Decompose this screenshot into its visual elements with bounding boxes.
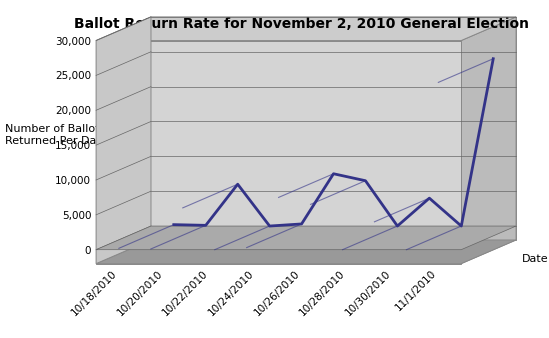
Text: Ballot Return Rate for November 2, 2010 General Election: Ballot Return Rate for November 2, 2010 … bbox=[75, 17, 529, 31]
Text: Date: Date bbox=[522, 254, 548, 264]
Text: Number of Ballots
Returned Per Day: Number of Ballots Returned Per Day bbox=[5, 124, 106, 146]
